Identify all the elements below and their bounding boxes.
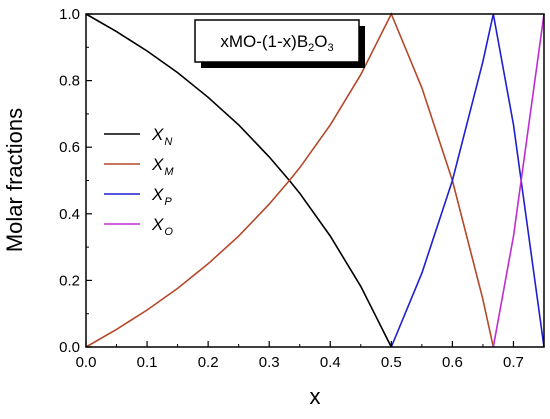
y-tick-label: 0.4 <box>59 206 80 223</box>
x-tick-label: 0.0 <box>76 354 97 371</box>
y-tick-label: 1.0 <box>59 6 80 23</box>
series-line-n <box>85 13 393 348</box>
legend-label-n: XN <box>151 125 172 148</box>
legend-label-o: XO <box>151 215 173 238</box>
x-tick-label: 0.6 <box>442 354 463 371</box>
series-line-m <box>85 12 495 348</box>
inset-label: xMO-(1-x)B2O3 <box>220 32 333 54</box>
series-line-o <box>492 13 545 348</box>
x-tick-label: 0.4 <box>320 354 341 371</box>
inset-box: xMO-(1-x)B2O3 <box>194 19 365 68</box>
x-tick-label: 0.5 <box>381 354 402 371</box>
legend-label-p: XP <box>151 185 172 208</box>
x-tick-label: 0.1 <box>137 354 158 371</box>
y-axis-title: Molar fractions <box>2 108 27 252</box>
series-line-p <box>390 13 545 348</box>
inset-frame <box>194 19 360 63</box>
x-tick-label: 0.2 <box>198 354 219 371</box>
y-tick-label: 0.8 <box>59 73 80 90</box>
x-tick-label: 0.3 <box>259 354 280 371</box>
legend: XN XM XP XO <box>104 125 174 238</box>
y-tick-label: 0.6 <box>59 139 80 156</box>
x-tick-label: 0.7 <box>503 354 524 371</box>
series-layer <box>85 12 545 348</box>
legend-label-m: XM <box>151 155 174 178</box>
y-tick-label: 0.0 <box>59 339 80 356</box>
ticks-layer: 0.0 0.1 0.2 0.3 0.4 0.5 0.6 0.7 0.0 0.2 0.4 0.6 0.8 1… <box>59 6 545 371</box>
y-tick-label: 0.2 <box>59 272 80 289</box>
x-axis-title: x <box>310 384 321 409</box>
